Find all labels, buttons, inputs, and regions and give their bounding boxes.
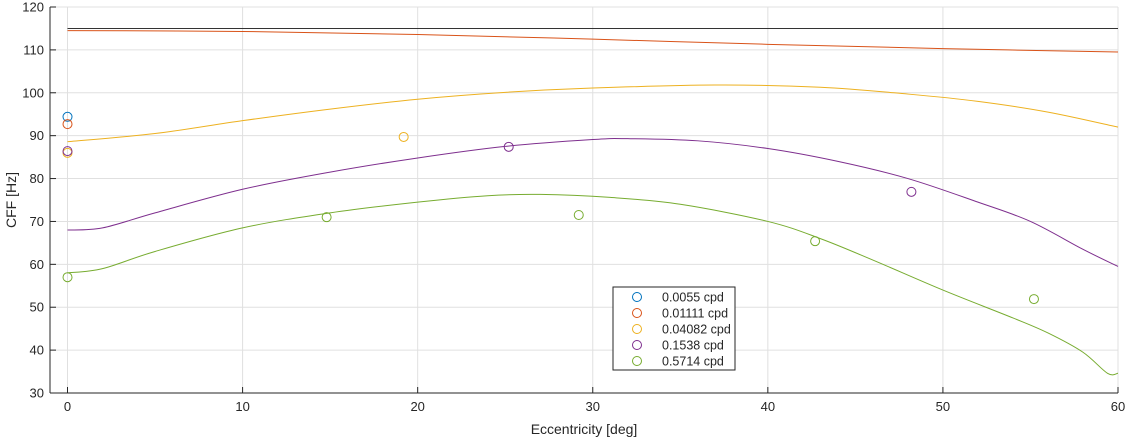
series-curve-1 [67, 30, 1119, 53]
legend-marker [632, 324, 642, 334]
legend-marker [632, 340, 642, 350]
y-tick-label: 40 [30, 343, 44, 358]
y-tick-label: 80 [30, 171, 44, 186]
x-axis-label: Eccentricity [deg] [531, 421, 638, 437]
data-point [810, 236, 821, 247]
x-tick-label: 30 [586, 399, 600, 414]
y-axis-label: CFF [Hz] [3, 172, 19, 228]
data-point [62, 119, 73, 130]
legend-label: 0.0055 cpd [662, 291, 724, 305]
data-point [1028, 294, 1039, 305]
legend: 0.0055 cpd 0.01111 cpd 0.04082 cpd 0.1538 c… [612, 286, 736, 371]
legend-box [612, 286, 736, 371]
y-tick-label: 120 [22, 0, 44, 15]
x-tick-label: 50 [936, 399, 950, 414]
y-tick-label: 90 [30, 128, 44, 143]
curves [67, 27, 1119, 376]
legend-marker [632, 308, 642, 318]
grid [50, 6, 1119, 394]
y-tick-label: 110 [23, 42, 44, 57]
data-point [62, 111, 73, 122]
x-tick-label: 0 [64, 399, 71, 414]
legend-marker [632, 292, 642, 302]
x-tick-label: 10 [235, 399, 249, 414]
series-curve-2 [67, 84, 1119, 143]
data-point [321, 212, 332, 223]
plot-area [50, 7, 1118, 393]
axes: 0 10 20 30 40 50 60 30 40 50 60 70 80 90 100 110 120 [22, 0, 1125, 414]
legend-label: 0.1538 cpd [662, 339, 724, 353]
x-tick-label: 60 [1111, 399, 1125, 414]
data-point [503, 141, 514, 152]
y-tick-label: 30 [30, 386, 44, 401]
points [62, 111, 1039, 305]
data-point [398, 131, 409, 142]
legend-label: 0.01111 cpd [662, 307, 728, 321]
y-tick-label: 50 [30, 300, 44, 315]
data-point [62, 272, 73, 283]
y-tick-label: 100 [22, 85, 44, 100]
legend-label: 0.04082 cpd [662, 323, 731, 337]
legend-label: 0.5714 cpd [662, 355, 724, 369]
y-tick-label: 60 [30, 257, 44, 272]
y-tick-label: 70 [30, 214, 44, 229]
x-tick-label: 20 [410, 399, 424, 414]
data-point [906, 186, 917, 197]
series-curve-4 [67, 193, 1119, 376]
legend-marker [632, 356, 642, 366]
data-point [62, 146, 73, 157]
data-point [573, 210, 584, 221]
series-curve-3 [67, 138, 1119, 267]
x-tick-label: 40 [761, 399, 775, 414]
